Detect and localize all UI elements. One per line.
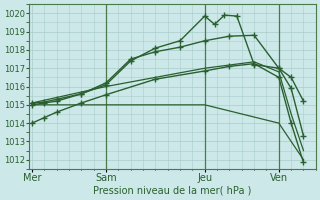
X-axis label: Pression niveau de la mer( hPa ): Pression niveau de la mer( hPa ): [93, 186, 252, 196]
